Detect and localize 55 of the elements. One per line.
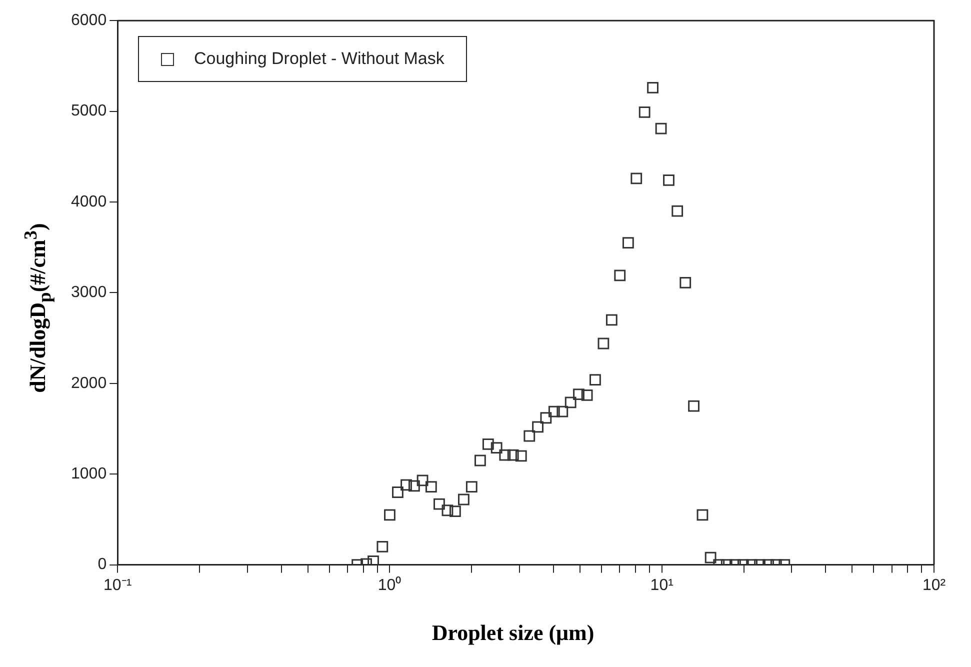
point (614, 270, 626, 282)
point (622, 237, 634, 249)
legend-label: Coughing Droplet - Without Mask (194, 49, 444, 69)
point (368, 555, 379, 565)
point (606, 314, 618, 326)
y-tick-label: 4000 (71, 193, 107, 210)
point (696, 509, 708, 521)
point (499, 449, 511, 461)
point (408, 480, 420, 492)
point (532, 421, 544, 433)
point (573, 388, 584, 400)
y-tick-label: 0 (98, 556, 107, 574)
point (466, 481, 478, 492)
point (449, 506, 461, 517)
point (564, 396, 576, 408)
point (548, 406, 560, 418)
point (704, 552, 716, 564)
point (474, 454, 486, 466)
point (630, 172, 642, 184)
point (556, 406, 568, 418)
x-axis-title: Droplet size (μm) (432, 620, 594, 646)
point (688, 400, 700, 412)
point (392, 486, 404, 498)
point (507, 449, 519, 461)
y-tick-label: 2000 (71, 374, 107, 392)
point (434, 498, 445, 510)
point (490, 442, 502, 454)
point (680, 277, 692, 288)
point (442, 504, 454, 516)
point (581, 389, 593, 401)
y-tick-label: 3000 (71, 284, 107, 302)
point (598, 338, 610, 350)
point (384, 509, 396, 521)
point (515, 450, 527, 462)
x-tick-label: 10⁰ (378, 576, 402, 594)
point (638, 106, 650, 118)
point (647, 82, 658, 94)
point (400, 479, 412, 491)
y-tick-label: 6000 (71, 12, 107, 30)
point (376, 540, 388, 552)
point (672, 205, 684, 217)
x-tick-label: 10⁻¹ (104, 576, 132, 594)
point (540, 412, 552, 424)
point (482, 438, 494, 450)
y-tick-label: 1000 (71, 466, 107, 483)
point (655, 122, 667, 134)
point (425, 481, 437, 492)
y-tick-label: 5000 (71, 102, 107, 120)
point (590, 374, 601, 386)
x-tick-label: 10² (922, 576, 946, 594)
point (416, 474, 428, 486)
point (524, 430, 536, 442)
point (663, 174, 674, 186)
point (458, 494, 470, 506)
x-tick-label: 10¹ (650, 576, 674, 594)
